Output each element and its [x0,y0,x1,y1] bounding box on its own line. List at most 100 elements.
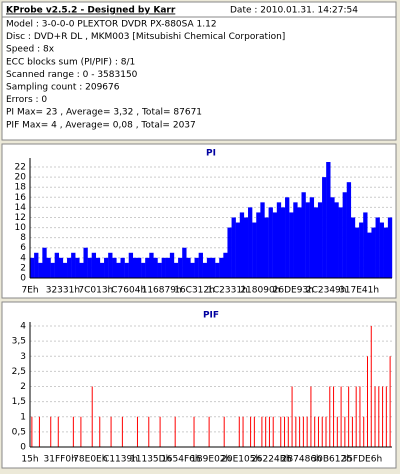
x-tick-label: 2C2349h [306,286,347,296]
app-title: KProbe v2.5.2 - Designed by Karr [6,6,176,16]
bar [173,262,179,278]
info-line: Scanned range : 0 - 3583150 [6,70,138,80]
bar [363,212,368,278]
bar [280,207,286,278]
date: Date : 2010.01.31. 14:27:54 [230,6,358,16]
y-tick-label: 16 [15,193,27,203]
bar [293,202,298,278]
bar [71,252,76,278]
bar [141,262,146,278]
bar [62,262,68,278]
bar [289,212,294,278]
y-tick-label: 14 [15,203,27,213]
x-tick-label: 78E0Eh [73,455,107,465]
info-line: ECC blocks sum (PI/PIF) : 8/1 [6,57,135,67]
bar [268,207,273,278]
bar [359,222,364,278]
pif-panel [1,301,397,469]
bar [95,257,101,278]
info-line: Sampling count : 209676 [6,83,120,93]
y-tick-label: 0 [20,274,26,284]
bar [42,247,47,278]
bar [227,227,232,278]
y-tick-label: 22 [15,163,26,173]
bar [219,257,224,278]
bar [285,197,290,278]
bar [256,212,261,278]
bar [132,257,138,278]
bar [223,252,228,278]
y-tick-label: 18 [15,183,27,193]
x-tick-label: 218090h [240,286,280,296]
bar [375,217,380,278]
bar [206,257,212,278]
y-tick-label: 12 [15,213,26,223]
info-line: Speed : 8x [6,45,55,55]
bar [186,257,191,278]
bar [354,227,360,278]
bar [350,217,356,278]
bar [260,202,265,278]
y-tick-label: 4 [20,322,26,332]
bar [383,227,389,278]
info-line: PIF Max= 4 , Average= 0,08 , Total= 2037 [6,120,196,130]
y-tick-label: 0,5 [12,427,26,437]
bar [317,202,323,278]
bar [379,222,384,278]
bar [243,217,249,278]
bar [149,252,154,278]
bar [169,252,175,278]
bar [157,262,162,278]
bar [276,202,282,278]
y-tick-label: 8 [20,233,26,243]
bar [252,222,257,278]
bar [371,227,376,278]
x-tick-label: 11135Dh [130,455,171,465]
bar [75,257,80,278]
bar [46,257,51,278]
bar [79,262,84,278]
bar [120,257,125,278]
x-tick-label: 35FDE6h [341,455,382,465]
x-tick-label: 30B612h [311,455,352,465]
bar [67,257,72,278]
bar [161,257,166,278]
bar [215,262,220,278]
y-tick-label: 1,5 [12,397,26,407]
bar [34,252,39,278]
x-tick-label: 15h [21,455,38,465]
info-panel [1,1,397,141]
x-tick-label: 20E105h [221,455,261,465]
x-tick-label: C7604h [111,286,146,296]
y-tick-label: 6 [20,243,26,253]
bar [202,262,208,278]
bar [330,197,335,278]
x-tick-label: 2B7486h [281,455,322,465]
x-tick-label: 317E41h [339,286,379,296]
bar [124,262,129,278]
x-tick-label: 1C2331h [207,286,248,296]
bar [165,257,171,278]
bar [194,257,199,278]
chart-title: PI [206,149,216,159]
x-tick-label: 7Eh [21,286,38,296]
bar [128,252,134,278]
bar [264,217,269,278]
x-tick-label: 7C013h [78,286,113,296]
bar [301,192,306,278]
chart-title: PIF [203,311,219,321]
bar [108,252,113,278]
bar [50,262,55,278]
bar [87,257,92,278]
y-tick-label: 0 [20,443,26,453]
bar [326,162,331,278]
bar [367,232,372,278]
x-tick-label: 1654F6h [161,455,201,465]
info-line: Errors : 0 [6,95,47,105]
y-tick-label: 2 [20,382,26,392]
bar [313,207,319,278]
bar [104,257,109,278]
bar [178,257,183,278]
x-tick-label: 26224Bh [251,455,292,465]
